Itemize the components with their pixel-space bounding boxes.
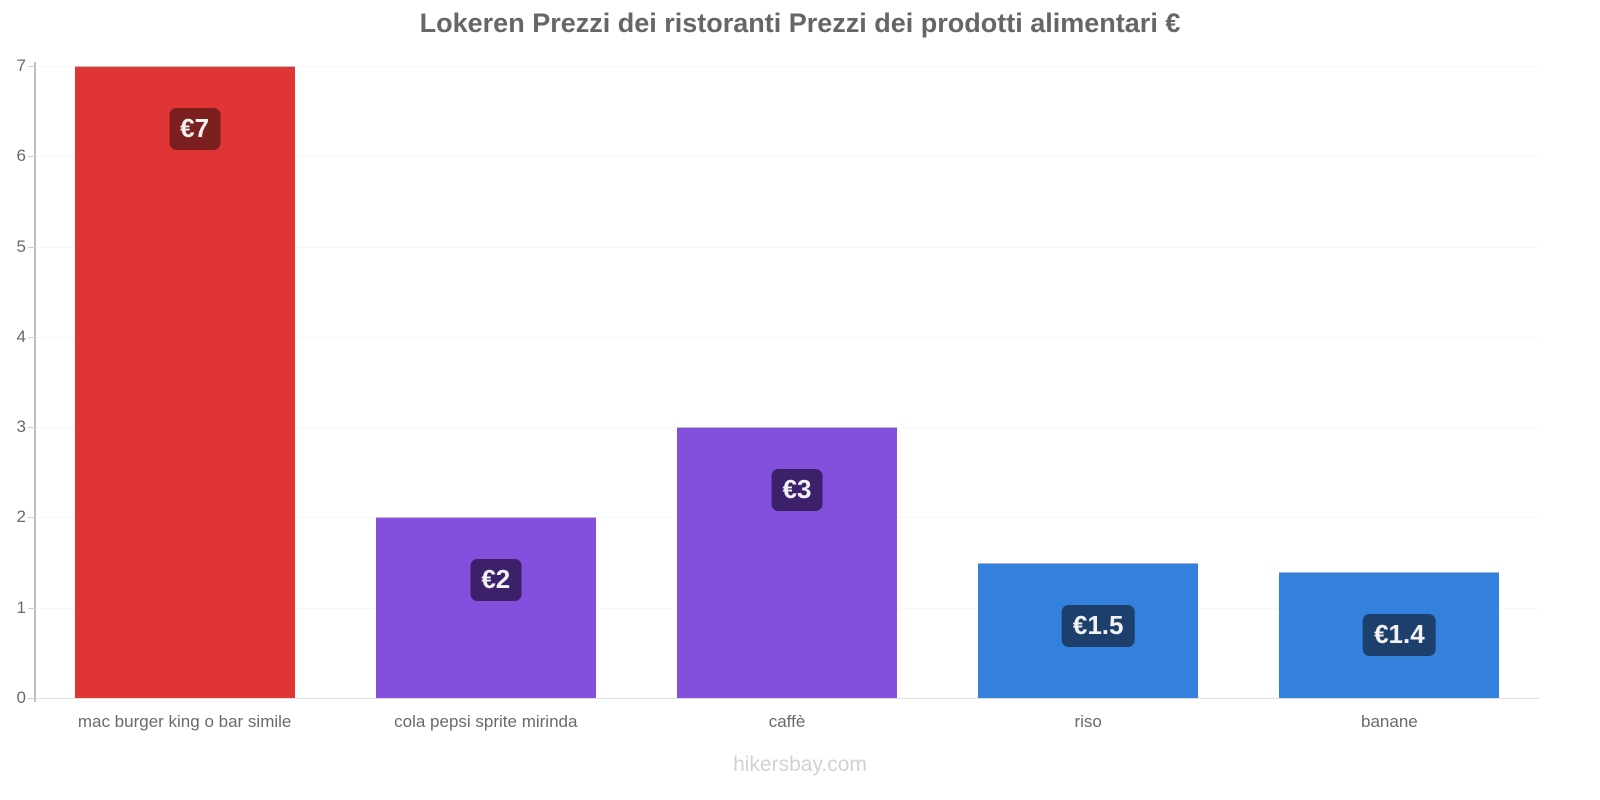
x-axis-category-label: riso xyxy=(1074,712,1102,731)
gridline xyxy=(34,66,1540,67)
plot-area: €7 €2 €3 €1.5 €1.4 xyxy=(34,66,1540,699)
y-axis-tick-label: 3 xyxy=(16,417,26,437)
bar-value-label: €7 xyxy=(169,108,221,150)
x-axis-category-label: banane xyxy=(1361,712,1418,731)
y-axis-tick xyxy=(28,336,36,338)
bar[interactable] xyxy=(677,427,897,698)
x-axis-category-label: cola pepsi sprite mirinda xyxy=(394,712,578,731)
y-axis-tick xyxy=(28,607,36,609)
bar[interactable] xyxy=(74,66,295,698)
y-axis-tick xyxy=(28,427,36,429)
y-axis-tick-label: 1 xyxy=(16,597,26,617)
y-axis-tick xyxy=(28,66,36,67)
y-axis-tick-label: 2 xyxy=(16,507,26,527)
gridline xyxy=(34,698,1540,699)
y-axis-tick-label: 4 xyxy=(16,326,26,346)
y-axis-tick xyxy=(28,156,36,158)
gridline xyxy=(34,336,1540,338)
y-axis-tick-label: 7 xyxy=(16,56,26,75)
y-axis-tick xyxy=(28,517,36,519)
chart-title: Lokeren Prezzi dei ristoranti Prezzi dei… xyxy=(419,8,1181,38)
bar-value-label: €1.5 xyxy=(1061,604,1135,647)
footer-credit: hikersbay.com xyxy=(733,753,867,776)
gridline xyxy=(34,246,1540,248)
y-axis-tick xyxy=(28,698,36,699)
bar[interactable] xyxy=(375,517,596,698)
y-axis-tick-label: 6 xyxy=(16,146,26,166)
x-axis-category-label: caffè xyxy=(768,712,806,731)
y-axis-tick-label: 0 xyxy=(16,688,26,707)
y-axis-tick xyxy=(28,246,36,248)
y-axis-tick-label: 5 xyxy=(16,236,26,256)
bar-value-label: €1.4 xyxy=(1363,613,1436,656)
bar-value-label: €3 xyxy=(771,469,823,512)
bar-value-label: €2 xyxy=(470,559,522,602)
y-axis-line xyxy=(34,62,36,702)
gridline xyxy=(34,156,1540,158)
x-axis-category-label: mac burger king o bar simile xyxy=(77,712,292,731)
